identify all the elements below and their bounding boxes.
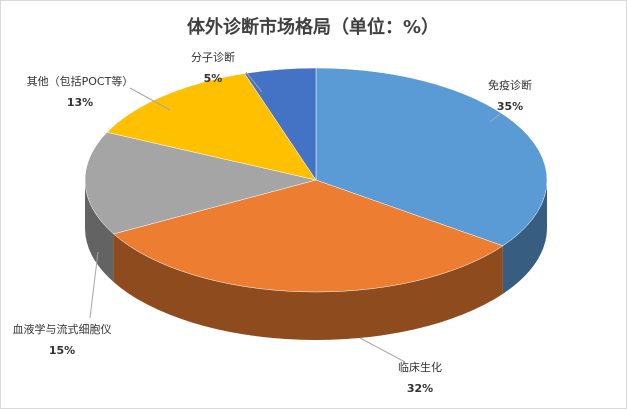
slice-value-label: 13% [67,96,93,109]
slice [106,73,317,181]
leader-line [489,113,501,123]
slice-value-label: 5% [204,72,223,85]
slice-value-label: 15% [49,344,75,357]
slice [113,179,504,293]
slice-value-label: 32% [407,382,433,395]
slice [315,67,548,247]
leader-line [89,251,99,319]
slice-label: 分子诊断 [191,50,235,64]
slice-label: 免疫诊断 [488,78,532,92]
slice-label: 临床生化 [398,360,442,374]
slice-side [85,180,114,282]
slice-label: 血液学与流式细胞仪 [13,322,112,336]
slice [244,67,317,181]
slice-label: 其他（包括POCT等） [27,74,134,88]
leader-line [129,87,171,111]
slice-value-label: 35% [497,100,523,113]
leader-line [359,337,406,363]
slice [84,132,317,235]
chart-title: 体外诊断市场格局（单位：%） [187,16,439,38]
slice-side [502,180,547,294]
slice-side [113,233,503,341]
leader-line [245,71,263,93]
